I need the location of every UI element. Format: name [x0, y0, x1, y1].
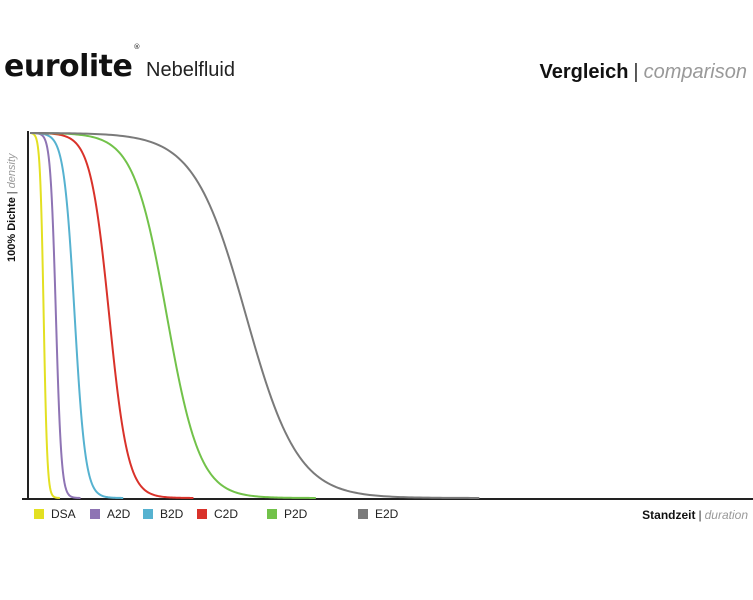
x-axis-label-separator: |: [698, 508, 702, 522]
brand-text: eurolite: [4, 49, 133, 84]
legend-item-b2d: B2D: [143, 507, 183, 521]
legend-item-c2d: C2D: [197, 507, 238, 521]
legend-item-dsa: DSA: [34, 507, 76, 521]
legend-swatch: [358, 509, 368, 519]
product-name: Nebelfluid: [146, 59, 235, 81]
series-line-p2d: [29, 132, 316, 499]
legend-label: B2D: [160, 507, 184, 521]
x-axis-label-german: Standzeit: [642, 508, 696, 522]
legend-item-a2d: A2D: [90, 507, 130, 521]
legend-swatch: [143, 509, 153, 519]
series-line-c2d: [29, 132, 194, 499]
legend-label: E2D: [375, 507, 399, 521]
legend-swatch: [34, 509, 44, 519]
series-line-dsa: [29, 132, 60, 499]
chart-title: Vergleich | comparison: [539, 62, 747, 82]
series-line-a2d: [30, 132, 81, 499]
legend-swatch: [197, 509, 207, 519]
legend-label: P2D: [284, 507, 308, 521]
series-line-b2d: [29, 132, 124, 499]
legend-label: A2D: [107, 507, 131, 521]
legend-label: C2D: [214, 507, 239, 521]
title-separator: |: [633, 61, 639, 83]
x-axis-label: Standzeit | duration: [642, 508, 748, 522]
series-line-e2d: [29, 132, 480, 499]
legend-swatch: [267, 509, 277, 519]
title-english: comparison: [643, 61, 747, 83]
title-german: Vergleich: [539, 61, 629, 83]
legend-swatch: [90, 509, 100, 519]
eurolite-logo: eurolite®: [4, 44, 140, 84]
registered-mark: ®: [133, 43, 140, 51]
legend-item-p2d: P2D: [267, 507, 307, 521]
x-axis-label-english: duration: [704, 508, 748, 522]
legend-label: DSA: [51, 507, 76, 521]
series-layer: [29, 132, 480, 499]
legend-item-e2d: E2D: [358, 507, 398, 521]
